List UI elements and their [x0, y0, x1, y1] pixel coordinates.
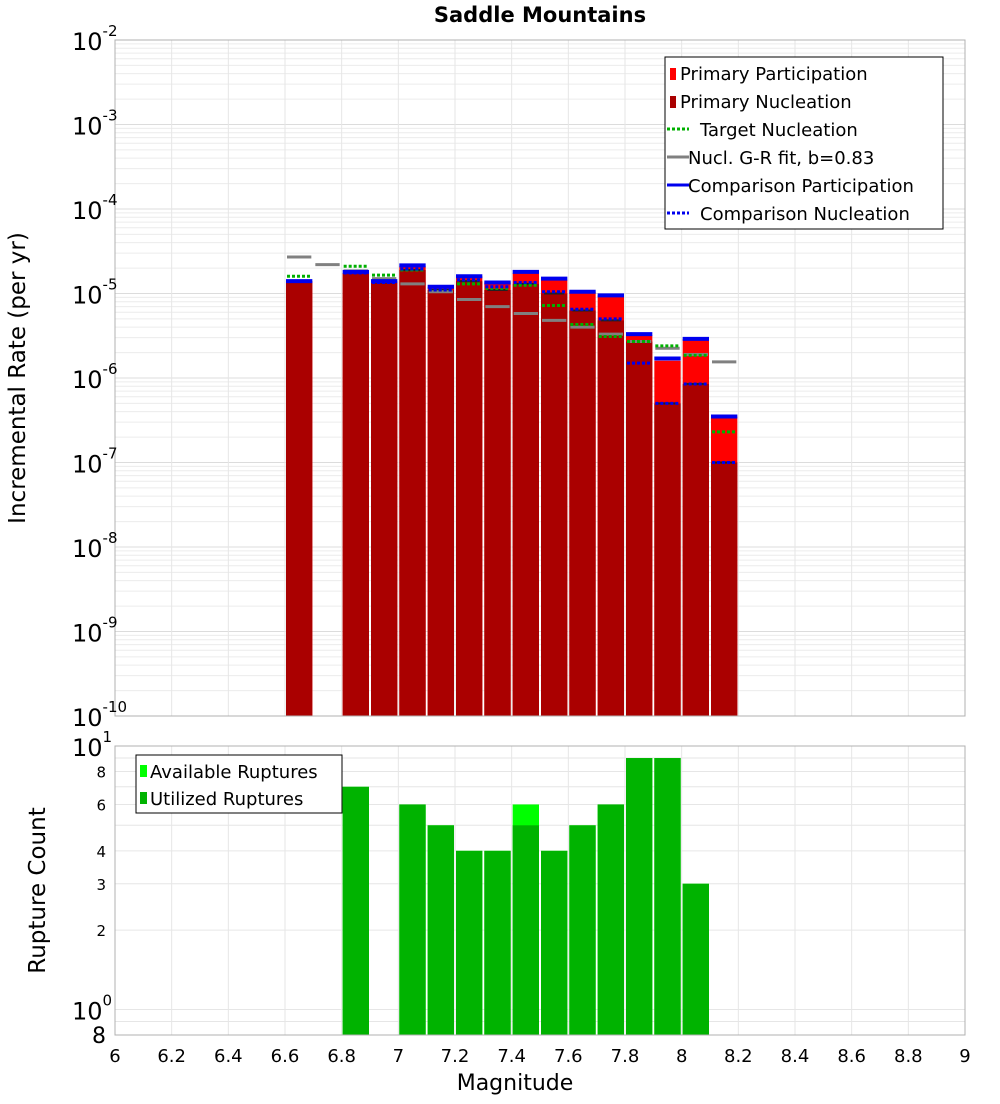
- primary-nucleation-bar: [682, 383, 709, 716]
- rate-legend-swatch: [670, 96, 676, 108]
- x-tick-label: 6.2: [157, 1046, 186, 1067]
- x-tick-label: 7.2: [441, 1046, 470, 1067]
- utilized-ruptures-bar: [597, 804, 624, 1035]
- primary-nucleation-bar: [711, 462, 738, 716]
- rate-y-tick-label: 10-9: [72, 614, 118, 648]
- count-legend-label: Utilized Ruptures: [150, 789, 303, 810]
- utilized-ruptures-bar: [654, 758, 681, 1035]
- primary-nucleation-bar: [286, 281, 313, 716]
- count-y-minor-tick-label: 3: [96, 876, 106, 894]
- primary-nucleation-bar: [484, 290, 511, 716]
- rate-y-tick-label: 10-5: [72, 276, 118, 310]
- primary-nucleation-bar: [427, 290, 454, 716]
- primary-nucleation-bar: [371, 282, 398, 716]
- primary-nucleation-bar: [654, 403, 681, 716]
- x-tick-label: 6.6: [271, 1046, 300, 1067]
- count-legend-label: Available Ruptures: [150, 762, 318, 783]
- rate-y-tick-label: 10-7: [72, 445, 118, 479]
- primary-nucleation-bar: [541, 293, 568, 716]
- rate-y-tick-label: 10-8: [72, 529, 118, 563]
- primary-nucleation-bar: [456, 281, 483, 716]
- rate-legend-label: Primary Participation: [680, 64, 868, 85]
- utilized-ruptures-bar: [456, 850, 483, 1035]
- count-panel: 6 6.2 6.4 6.6 6.8 7 7.2 7.4 7.6 7.8 8 8.2 8.4 8.6 8.8 9…: [25, 728, 971, 1096]
- rate-legend-label: Primary Nucleation: [680, 92, 852, 113]
- count-legend-swatch: [140, 765, 147, 777]
- utilized-ruptures-bar: [484, 850, 511, 1035]
- x-tick-label: 6.4: [214, 1046, 243, 1067]
- rate-legend-label: Comparison Participation: [688, 176, 914, 197]
- count-legend-swatch: [140, 792, 147, 804]
- x-tick-label: 8.6: [837, 1046, 866, 1067]
- x-tick-label: 6.8: [327, 1046, 356, 1067]
- x-axis-label: Magnitude: [457, 1071, 574, 1096]
- count-legend-box: [135, 754, 343, 814]
- count-y-minor-tick-label: 6: [96, 796, 106, 814]
- utilized-ruptures-bar: [427, 825, 454, 1035]
- utilized-ruptures-bar: [569, 825, 596, 1035]
- rate-panel: Saddle Mountains 10-2 10-3 10-4 10-5 10-6 10-7…: [5, 3, 966, 732]
- rate-y-tick-label: 10-2: [72, 22, 118, 56]
- x-tick-label: 6: [109, 1046, 120, 1067]
- x-tick-label: 7: [393, 1046, 404, 1067]
- utilized-ruptures-bar: [626, 758, 653, 1035]
- count-y-minor-tick-label: 8: [92, 1024, 106, 1049]
- x-tick-label: 8.2: [724, 1046, 753, 1067]
- count-y-major-tick-label: 101: [72, 728, 112, 762]
- rate-y-tick-label: 10-10: [72, 698, 127, 732]
- count-y-minor-tick-label: 2: [96, 922, 106, 940]
- primary-nucleation-bar: [342, 272, 369, 716]
- rate-y-axis-label: Incremental Rate (per yr): [5, 232, 31, 524]
- primary-nucleation-bar: [597, 320, 624, 716]
- rate-plot-border: [114, 39, 966, 717]
- x-tick-label: 7.6: [554, 1046, 583, 1067]
- count-plot-border: [114, 745, 966, 1036]
- rate-legend-swatch: [670, 68, 676, 80]
- x-tick-label: 8: [676, 1046, 687, 1067]
- primary-nucleation-bar: [569, 310, 596, 716]
- count-y-major-tick-label: 100: [72, 991, 112, 1025]
- rate-legend-label: Nucl. G-R fit, b=0.83: [688, 148, 874, 169]
- x-tick-label: 8.4: [781, 1046, 810, 1067]
- count-y-minor-tick-label: 8: [96, 764, 106, 782]
- rate-y-tick-label: 10-4: [72, 191, 118, 225]
- primary-nucleation-bar: [512, 283, 539, 716]
- x-tick-label: 7.8: [611, 1046, 640, 1067]
- x-tick-label: 8.8: [894, 1046, 923, 1067]
- utilized-ruptures-bar: [541, 850, 568, 1035]
- utilized-ruptures-bar: [342, 786, 369, 1035]
- utilized-ruptures-bar: [512, 825, 539, 1035]
- rate-y-tick-label: 10-6: [72, 360, 118, 394]
- rate-legend-label: Target Nucleation: [699, 120, 858, 141]
- count-y-axis-label: Rupture Count: [25, 807, 51, 973]
- chart-title: Saddle Mountains: [434, 3, 646, 27]
- rate-y-tick-label: 10-3: [72, 107, 118, 141]
- x-tick-label: 9: [959, 1046, 970, 1067]
- utilized-ruptures-bar: [399, 804, 426, 1035]
- utilized-ruptures-bar: [682, 883, 709, 1035]
- primary-nucleation-bar: [626, 341, 653, 716]
- x-tick-label: 7.4: [497, 1046, 526, 1067]
- count-y-minor-tick-label: 4: [96, 843, 106, 861]
- rate-legend-box: [664, 56, 944, 230]
- rate-legend-label: Comparison Nucleation: [700, 204, 910, 225]
- primary-nucleation-bar: [399, 269, 426, 716]
